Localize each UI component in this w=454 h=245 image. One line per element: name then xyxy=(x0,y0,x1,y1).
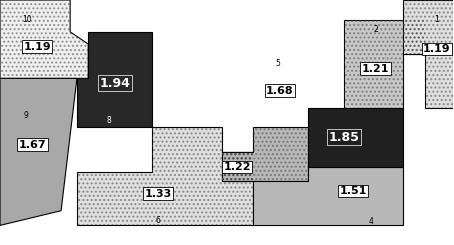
Text: 1.19: 1.19 xyxy=(23,42,51,51)
Polygon shape xyxy=(344,20,425,108)
Text: 1.68: 1.68 xyxy=(266,86,293,96)
Text: 1.19: 1.19 xyxy=(423,44,450,54)
Text: 1.33: 1.33 xyxy=(145,189,172,198)
Text: 1: 1 xyxy=(434,15,439,24)
Text: 1.51: 1.51 xyxy=(339,186,367,196)
Text: 3: 3 xyxy=(328,98,333,107)
Polygon shape xyxy=(222,127,308,181)
Text: 1.85: 1.85 xyxy=(328,131,359,144)
Text: 1.94: 1.94 xyxy=(100,77,131,90)
Polygon shape xyxy=(222,152,253,181)
Text: 1.21: 1.21 xyxy=(362,64,390,74)
Text: 2: 2 xyxy=(373,25,378,34)
Text: 1.22: 1.22 xyxy=(223,162,251,172)
Text: 9: 9 xyxy=(24,111,29,120)
Text: 7: 7 xyxy=(234,167,239,176)
Text: 6: 6 xyxy=(156,216,161,225)
Polygon shape xyxy=(308,108,403,167)
Polygon shape xyxy=(0,0,88,78)
Text: 1.67: 1.67 xyxy=(19,140,46,149)
Text: 4: 4 xyxy=(369,217,374,226)
Text: 5: 5 xyxy=(276,59,281,68)
Text: 10: 10 xyxy=(22,15,32,24)
Polygon shape xyxy=(253,167,403,225)
Polygon shape xyxy=(0,78,77,225)
Polygon shape xyxy=(403,0,453,108)
Polygon shape xyxy=(77,32,152,127)
Polygon shape xyxy=(77,127,253,225)
Text: 8: 8 xyxy=(106,116,111,124)
